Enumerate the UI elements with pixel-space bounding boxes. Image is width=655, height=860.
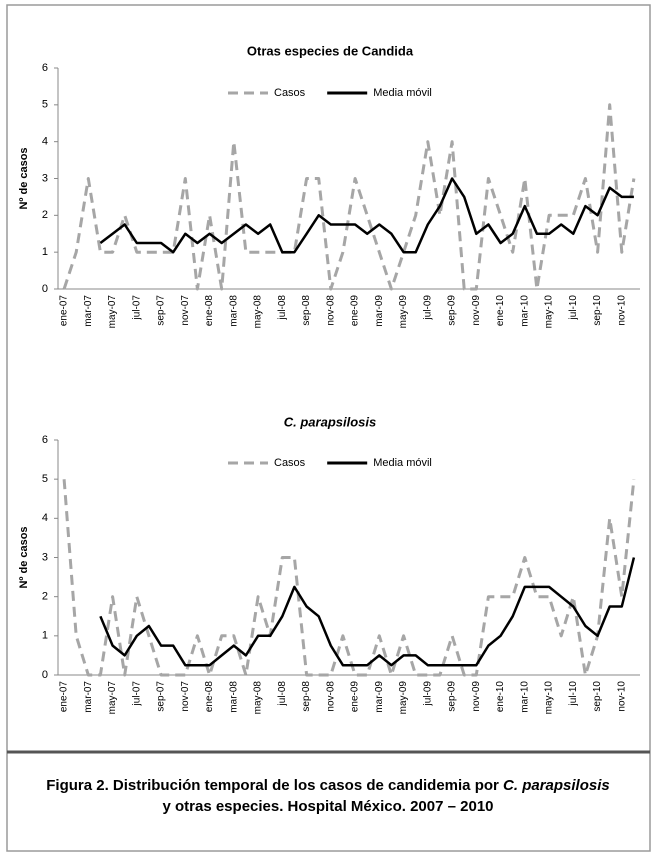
x-tick-label: ene-07 — [59, 295, 70, 327]
x-tick-label: jul-09 — [422, 295, 433, 321]
y-tick-label: 1 — [42, 246, 48, 258]
x-tick-label: ene-09 — [350, 295, 361, 327]
x-tick-label: ene-10 — [495, 681, 506, 713]
x-tick-label: jul-10 — [568, 681, 579, 707]
legend-label: Casos — [274, 87, 306, 99]
x-tick-label: sep-10 — [592, 295, 603, 326]
x-tick-label: jul-08 — [277, 681, 288, 707]
x-tick-label: may-09 — [398, 295, 409, 329]
x-tick-label: mar-10 — [519, 295, 530, 327]
series-line — [62, 103, 636, 291]
y-tick-label: 3 — [42, 172, 48, 184]
x-tick-label: nov-07 — [180, 681, 191, 712]
x-tick-label: sep-07 — [156, 681, 167, 712]
y-tick-label: 3 — [42, 551, 48, 563]
y-tick-label: 2 — [42, 209, 48, 221]
x-tick-label: nov-08 — [325, 295, 336, 326]
x-tick-label: nov-08 — [325, 681, 336, 712]
x-tick-label: jul-08 — [277, 295, 288, 321]
x-tick-label: mar-07 — [83, 681, 94, 713]
x-tick-label: mar-09 — [374, 681, 385, 713]
x-tick-label: ene-08 — [204, 681, 215, 713]
caption-text: Figura 2. Distribución temporal de los c… — [46, 777, 503, 794]
y-axis-label: Nº de casos — [18, 526, 30, 588]
x-tick-label: nov-09 — [471, 295, 482, 326]
chart-title: C. parapsilosis — [284, 414, 376, 429]
x-tick-label: may-07 — [107, 295, 118, 329]
x-tick-label: nov-07 — [180, 295, 191, 326]
y-tick-label: 6 — [42, 62, 48, 74]
y-tick-label: 2 — [42, 591, 48, 603]
series-line — [99, 557, 636, 667]
x-tick-label: may-09 — [398, 681, 409, 715]
y-tick-label: 4 — [42, 512, 48, 524]
x-tick-label: nov-10 — [616, 295, 627, 326]
x-tick-label: ene-08 — [204, 295, 215, 327]
chart-title: Otras especies de Candida — [247, 43, 414, 58]
x-tick-label: may-08 — [253, 681, 264, 715]
caption-line-1: Figura 2. Distribución temporal de los c… — [46, 777, 610, 794]
x-tick-label: mar-07 — [83, 295, 94, 327]
frame — [6, 4, 651, 852]
x-tick-label: jul-07 — [131, 681, 142, 707]
y-tick-label: 0 — [42, 669, 48, 681]
x-tick-label: sep-08 — [301, 681, 312, 712]
x-tick-label: may-08 — [253, 295, 264, 329]
x-tick-label: sep-10 — [592, 681, 603, 712]
x-tick-label: mar-10 — [519, 681, 530, 713]
x-tick-label: mar-08 — [228, 295, 239, 327]
legend-label: Media móvil — [373, 87, 432, 99]
y-tick-label: 0 — [42, 283, 48, 295]
x-tick-label: sep-09 — [447, 681, 458, 712]
x-tick-label: nov-10 — [616, 681, 627, 712]
x-tick-label: jul-09 — [422, 681, 433, 707]
x-tick-label: nov-09 — [471, 681, 482, 712]
x-tick-label: ene-10 — [495, 295, 506, 327]
x-tick-label: mar-09 — [374, 295, 385, 327]
x-tick-label: may-07 — [107, 681, 118, 715]
x-tick-label: jul-07 — [131, 295, 142, 321]
legend-label: Media móvil — [373, 457, 432, 469]
x-tick-label: mar-08 — [228, 681, 239, 713]
series-line — [99, 177, 634, 254]
x-tick-label: may-10 — [544, 681, 555, 715]
y-tick-label: 1 — [42, 630, 48, 642]
y-tick-label: 5 — [42, 99, 48, 111]
x-tick-label: sep-07 — [156, 295, 167, 326]
y-tick-label: 4 — [42, 136, 48, 148]
legend-label: Casos — [274, 457, 306, 469]
x-tick-label: sep-09 — [447, 295, 458, 326]
x-tick-label: may-10 — [544, 295, 555, 329]
x-tick-label: ene-09 — [350, 681, 361, 713]
y-axis-label: Nº de casos — [18, 147, 30, 209]
series-line — [62, 479, 636, 677]
y-tick-label: 6 — [42, 434, 48, 446]
y-tick-label: 5 — [42, 473, 48, 485]
caption-line-2: y otras especies. Hospital México. 2007 … — [162, 798, 493, 815]
x-tick-label: jul-10 — [568, 295, 579, 321]
x-tick-label: ene-07 — [59, 681, 70, 713]
caption-species: C. parapsilosis — [503, 777, 610, 794]
x-tick-label: sep-08 — [301, 295, 312, 326]
